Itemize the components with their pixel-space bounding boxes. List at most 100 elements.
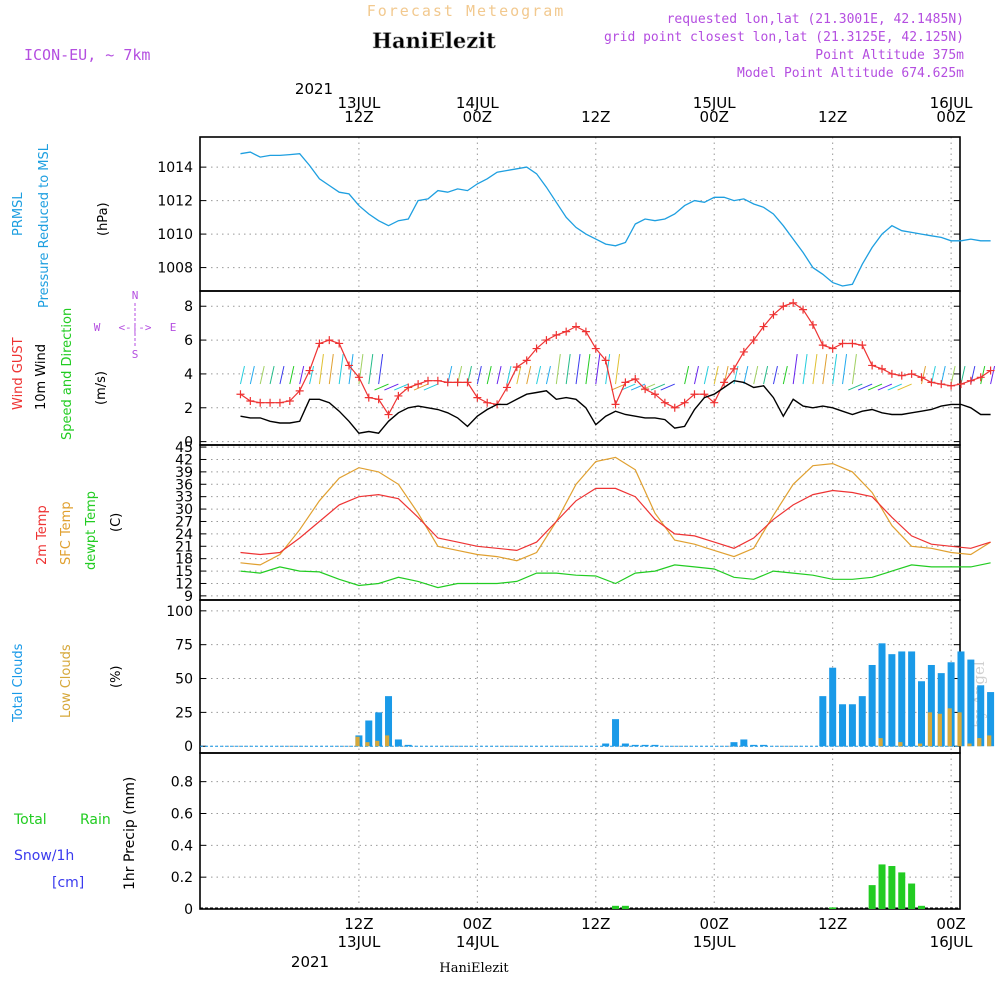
panel-frame-temperature xyxy=(199,444,961,601)
total-cloud-bar xyxy=(602,743,610,747)
snow-label: Snow/1h xyxy=(14,848,74,864)
wind-direction-arrow xyxy=(259,365,265,385)
time-tick-top: 12Z xyxy=(818,108,847,126)
wind-direction-arrow xyxy=(526,365,532,385)
total-cloud-bar xyxy=(651,744,659,747)
total-clouds-label: Total Clouds xyxy=(11,643,26,723)
wind-direction-arrow xyxy=(348,354,354,385)
wind-direction-arrow xyxy=(660,383,675,391)
wind-gust-marker xyxy=(236,390,245,399)
pressure-series-line xyxy=(240,151,991,287)
rain-bar xyxy=(829,907,837,909)
pressure-label: Pressure Reduced to MSL xyxy=(37,143,52,308)
wind-direction-arrow xyxy=(842,354,848,385)
wind-gust-marker xyxy=(443,378,452,387)
wind-direction-arrow xyxy=(753,365,759,385)
date-label-bottom: 13JUL xyxy=(337,933,380,951)
wind-direction-arrow xyxy=(877,383,893,391)
y-tick-label: 21 xyxy=(175,539,193,555)
wind-gust-marker xyxy=(345,361,354,370)
wind-gust-marker xyxy=(562,327,571,336)
wind-direction-arrow xyxy=(338,354,344,385)
wind-direction-arrow xyxy=(368,354,374,385)
wind-direction-arrow xyxy=(309,365,315,385)
grid-point: grid point closest lon,lat (21.3125E, 42… xyxy=(604,30,964,45)
wind-direction-arrow xyxy=(792,354,798,385)
y-tick-label: 1010 xyxy=(157,227,193,243)
date-label-top: 13JUL xyxy=(337,94,380,112)
wind-direction-arrow xyxy=(299,365,305,385)
total-cloud-bar xyxy=(937,673,945,747)
wind-direction-arrow xyxy=(545,365,551,385)
wind-direction-arrow xyxy=(857,383,873,391)
y-tick-label: 45 xyxy=(175,440,193,456)
total-cloud-bar xyxy=(740,739,748,747)
wind-gust-marker xyxy=(335,339,344,348)
y-tick-label: 9 xyxy=(184,589,193,605)
dewpt-label: dewpt Temp xyxy=(84,491,99,570)
wind-direction-arrow xyxy=(703,365,709,385)
y-tick-label: 4 xyxy=(184,367,193,383)
wind-gust-marker xyxy=(887,369,896,378)
wind-gust-marker xyxy=(463,378,472,387)
wind-direction-arrow xyxy=(476,365,482,385)
wind-gust-marker xyxy=(897,371,906,380)
time-tick-top: 00Z xyxy=(700,108,729,126)
wind-gust-marker xyxy=(956,380,965,389)
total-cloud-bar xyxy=(947,662,955,747)
y-tick-label: 12 xyxy=(175,576,193,592)
compass-north: N xyxy=(132,289,139,302)
wind-gust-marker xyxy=(878,364,887,373)
wind-gust-marker xyxy=(680,398,689,407)
low-cloud-bar xyxy=(987,735,992,747)
wind-direction-arrow xyxy=(279,365,285,385)
total-cloud-bar xyxy=(829,667,837,747)
date-label-bottom: 15JUL xyxy=(693,933,736,951)
total-cloud-bar xyxy=(621,743,629,747)
wind-unit: (m/s) xyxy=(94,371,109,405)
wind-gust-marker xyxy=(275,398,284,407)
wind-direction-arrow xyxy=(423,383,439,391)
wind-gust-marker xyxy=(483,398,492,407)
wind-gust-marker xyxy=(818,341,827,350)
wind-gust-marker xyxy=(828,344,837,353)
wind-gust-marker xyxy=(423,376,432,385)
wind-gust-marker xyxy=(838,339,847,348)
wind-gust-marker xyxy=(868,361,877,370)
model-label: ICON-EU, ~ 7km xyxy=(24,46,150,64)
time-tick-bottom: 12Z xyxy=(344,915,373,933)
wind-gust-marker xyxy=(660,398,669,407)
wind-direction-arrow xyxy=(249,365,255,385)
y-tick-label: 33 xyxy=(175,490,193,506)
wind-gust-marker xyxy=(285,397,294,405)
wind-direction-arrow xyxy=(447,365,453,385)
precip-unit: 1hr Precip (mm) xyxy=(122,777,138,890)
wind-gust-marker xyxy=(799,305,808,314)
total-cloud-bar xyxy=(957,651,965,747)
location-name: HaniElezit xyxy=(372,28,496,53)
time-tick-bottom: 12Z xyxy=(581,915,610,933)
wind-gust-marker xyxy=(256,398,265,407)
rain-bar xyxy=(898,872,906,909)
wind-gust-marker xyxy=(601,356,610,365)
wind-direction-arrow xyxy=(466,365,472,385)
y-tick-label: 6 xyxy=(184,333,193,349)
time-tick-top: 00Z xyxy=(463,108,492,126)
y-tick-label: 18 xyxy=(175,552,193,568)
y-tick-label: 100 xyxy=(166,604,193,620)
total-label: Total xyxy=(13,812,47,828)
low-cloud-bar xyxy=(947,708,952,747)
wind-direction-arrow xyxy=(684,365,690,385)
total-cloud-bar xyxy=(730,742,738,747)
model-altitude: Model Point Altitude 674.625m xyxy=(737,66,964,81)
wind-gust-marker xyxy=(414,380,423,389)
low-cloud-bar xyxy=(355,736,360,747)
y-tick-label: 50 xyxy=(175,672,193,688)
prmsl-label: PRMSL xyxy=(11,192,26,236)
total-cloud-bar xyxy=(967,659,975,747)
wind-direction-arrow xyxy=(328,354,334,385)
wind-gust-marker xyxy=(433,376,442,385)
wind-gust-marker xyxy=(325,336,334,345)
rain-bar xyxy=(917,905,925,909)
wind-gust-marker xyxy=(404,383,413,392)
